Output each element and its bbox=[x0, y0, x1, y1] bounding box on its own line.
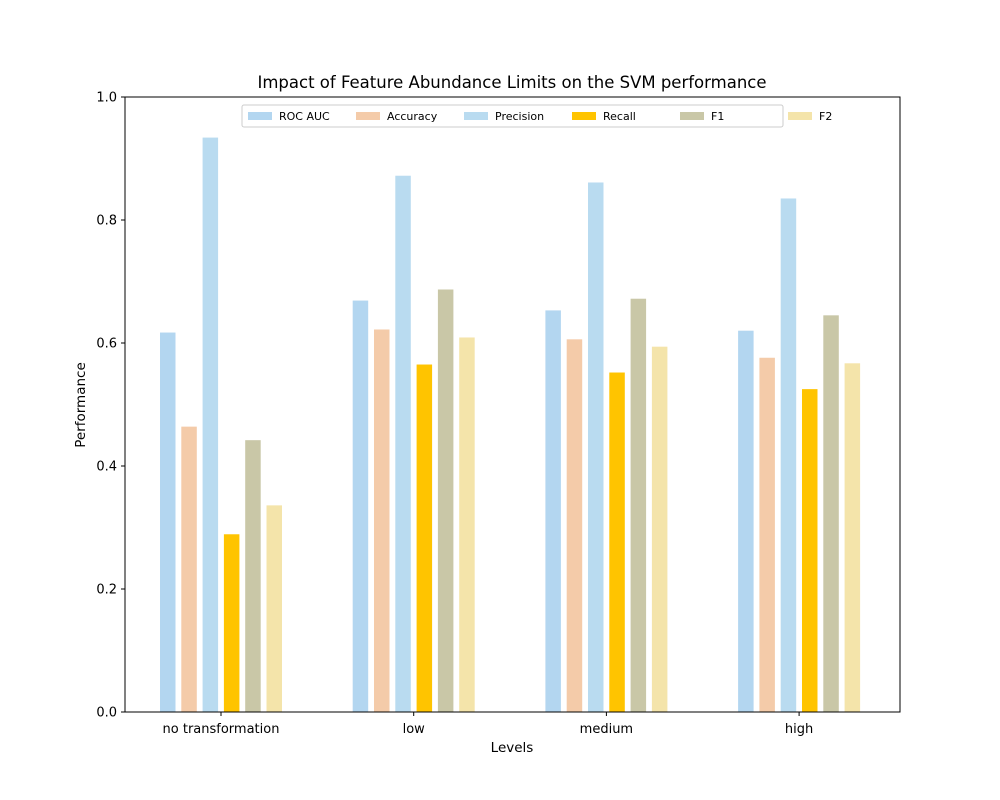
legend-label: ROC AUC bbox=[279, 110, 330, 123]
bar-accuracy bbox=[759, 357, 775, 712]
legend-label: F1 bbox=[711, 110, 724, 123]
bar-accuracy bbox=[566, 339, 583, 712]
chart-title: Impact of Feature Abundance Limits on th… bbox=[257, 73, 766, 92]
bar-roc-auc bbox=[352, 300, 369, 712]
bar-recall bbox=[609, 372, 625, 712]
bar-recall bbox=[223, 534, 240, 712]
legend-label: Accuracy bbox=[387, 110, 438, 123]
bar-f2 bbox=[651, 346, 668, 712]
bar-precision bbox=[780, 198, 797, 713]
bar-f2 bbox=[266, 505, 282, 712]
legend: ROC AUC Accuracy Precision Recall F1 F2 bbox=[241, 104, 832, 128]
bar-accuracy bbox=[181, 426, 197, 712]
y-tick-label: 0.6 bbox=[96, 337, 117, 352]
x-axis: no transformation low medium high bbox=[163, 712, 813, 737]
x-tick-label: no transformation bbox=[163, 722, 280, 737]
x-tick-label: low bbox=[403, 722, 426, 737]
bar-roc-auc bbox=[160, 332, 176, 712]
bar-roc-auc bbox=[545, 310, 561, 712]
bars-layer bbox=[160, 137, 861, 713]
y-tick-label: 0.8 bbox=[96, 214, 117, 229]
bar-f2 bbox=[459, 337, 475, 712]
y-axis-label: Performance bbox=[73, 362, 89, 448]
bar-f2 bbox=[844, 363, 861, 712]
bar-accuracy bbox=[374, 329, 390, 712]
legend-swatch bbox=[788, 112, 812, 120]
bar-recall bbox=[416, 364, 433, 712]
plot-area-frame bbox=[124, 96, 901, 713]
y-tick-label: 0.4 bbox=[96, 460, 117, 475]
bar-roc-auc bbox=[738, 330, 754, 712]
legend-swatch bbox=[464, 112, 488, 120]
y-tick-label: 0.2 bbox=[96, 583, 117, 598]
bar-precision bbox=[588, 182, 604, 713]
bar-f1 bbox=[823, 315, 839, 712]
bar-precision bbox=[202, 137, 219, 713]
x-axis-label: Levels bbox=[491, 740, 534, 756]
legend-box bbox=[241, 104, 784, 128]
legend-swatch bbox=[680, 112, 704, 120]
bar-recall bbox=[802, 389, 818, 712]
x-tick-label: high bbox=[785, 722, 813, 737]
bar-f1 bbox=[437, 289, 454, 712]
bar-f1 bbox=[245, 440, 261, 712]
y-tick-label: 0.0 bbox=[96, 706, 117, 721]
legend-swatch bbox=[356, 112, 380, 120]
x-tick-label: medium bbox=[580, 722, 633, 737]
legend-swatch bbox=[248, 112, 272, 120]
legend-label: Recall bbox=[603, 110, 636, 123]
legend-label: F2 bbox=[819, 110, 832, 123]
y-axis: 0.0 0.2 0.4 0.6 0.8 1.0 bbox=[96, 91, 125, 721]
legend-swatch bbox=[572, 112, 596, 120]
bar-f1 bbox=[630, 298, 647, 712]
y-tick-label: 1.0 bbox=[96, 91, 117, 106]
bar-precision bbox=[395, 175, 411, 713]
legend-label: Precision bbox=[495, 110, 544, 123]
